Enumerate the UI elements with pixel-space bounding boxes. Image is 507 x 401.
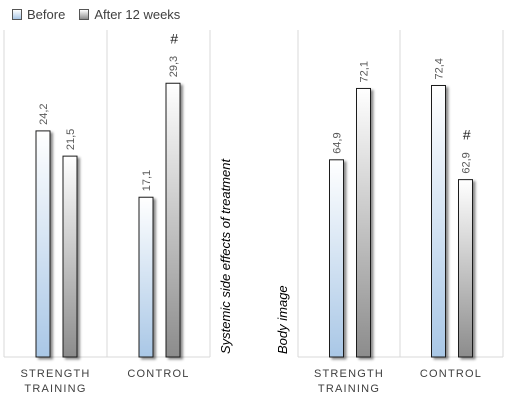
data-label: 24,2 (38, 103, 50, 124)
data-label: 21,5 (65, 129, 77, 150)
data-label: 72,4 (434, 58, 446, 79)
category-label: CONTROL (127, 368, 189, 380)
chart-grid (3, 30, 504, 358)
bar-before (329, 159, 344, 358)
bar-after (356, 87, 371, 358)
chart-text: 24,2 21,5 STRENGTH TRAINING 17,1 29,3 # CONTROL… (20, 30, 482, 395)
data-label: 72,1 (359, 61, 371, 82)
legend-label-after: After 12 weeks (94, 6, 181, 22)
significance-marker: # (170, 30, 178, 46)
chart-legend: Before After 12 weeks (12, 6, 180, 22)
legend-item-after: After 12 weeks (79, 7, 180, 22)
chart-bars (35, 82, 473, 358)
category-label: TRAINING (318, 383, 380, 395)
category-label: CONTROL (420, 368, 482, 380)
category-label: STRENGTH (20, 368, 90, 380)
bar-after (62, 155, 78, 358)
category-label: TRAINING (24, 383, 86, 395)
bar-before (431, 84, 446, 358)
bar-after (458, 179, 473, 358)
data-label: 64,9 (332, 132, 344, 153)
data-label: 17,1 (141, 170, 153, 191)
legend-swatch-before (12, 8, 22, 20)
data-label: 29,3 (168, 56, 180, 77)
bar-after (165, 82, 181, 358)
bar-before (138, 196, 154, 358)
y-axis-title: Systemic side effects of treatment (218, 158, 233, 354)
data-label: 62,9 (461, 152, 473, 173)
category-label: STRENGTH (314, 368, 384, 380)
significance-marker: # (463, 127, 471, 143)
legend-swatch-after (79, 8, 90, 20)
y-axis-title: Body image (275, 285, 290, 354)
bar-before (35, 130, 51, 358)
legend-item-before: Before (12, 7, 65, 22)
legend-label-before: Before (27, 6, 66, 22)
